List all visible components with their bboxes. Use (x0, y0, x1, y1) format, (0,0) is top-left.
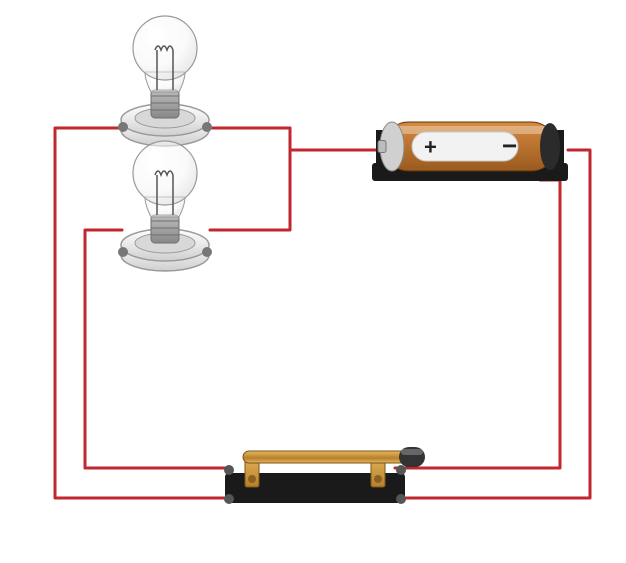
light-bulb (118, 16, 212, 146)
battery-plus-label: + (424, 135, 437, 160)
battery: +− (372, 122, 568, 181)
bulb-terminal-right (202, 122, 212, 132)
bulb-terminal-right (202, 247, 212, 257)
light-bulb (118, 141, 212, 271)
bulb-terminal-left (118, 247, 128, 257)
bulb-terminal-left (118, 122, 128, 132)
circuit-diagram: +− (0, 0, 626, 563)
switch (224, 447, 425, 504)
battery-minus-label: − (502, 131, 517, 161)
